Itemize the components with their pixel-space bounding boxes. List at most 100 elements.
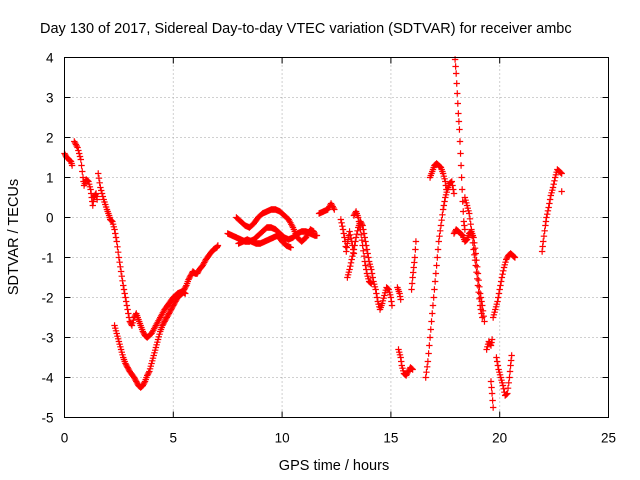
data-point: [363, 266, 370, 273]
data-point: [331, 206, 338, 213]
data-point: [77, 156, 85, 163]
data-point: [120, 286, 128, 293]
data-point: [544, 207, 552, 215]
data-point: [498, 274, 506, 281]
data-point: [505, 379, 512, 387]
data-point: [488, 390, 496, 397]
data-point: [356, 222, 363, 229]
data-point: [434, 254, 441, 261]
data-point: [358, 236, 366, 244]
data-point: [508, 352, 515, 359]
data-point: [108, 217, 115, 225]
data-point: [347, 234, 355, 242]
data-point: [408, 364, 415, 372]
data-point: [456, 126, 463, 133]
data-point: [121, 290, 128, 297]
data-point: [468, 226, 475, 233]
data-point: [141, 379, 148, 387]
data-point: [494, 298, 501, 305]
data-point: [68, 162, 76, 169]
data-point: [460, 208, 467, 215]
data-point: [456, 138, 464, 145]
data-point: [346, 228, 353, 235]
data-point: [540, 238, 547, 245]
data-point: [368, 280, 375, 287]
data-point: [544, 210, 551, 218]
data-point: [430, 294, 437, 301]
x-tick-label: 0: [61, 431, 69, 446]
y-tick-label: 2: [46, 131, 54, 146]
data-point: [506, 374, 513, 381]
data-point: [73, 142, 80, 150]
data-point: [339, 226, 347, 233]
data-point: [478, 310, 485, 317]
data-point: [499, 270, 506, 278]
data-point: [369, 274, 376, 281]
x-axis-label: GPS time / hours: [279, 458, 389, 474]
data-point: [543, 214, 550, 221]
data-point: [479, 314, 486, 321]
data-point: [474, 275, 481, 283]
data-point: [422, 374, 429, 381]
data-point: [439, 211, 446, 219]
data-point: [431, 278, 439, 285]
data-point: [433, 262, 440, 269]
data-point: [504, 390, 511, 397]
data-point: [472, 250, 479, 257]
data-point: [469, 239, 477, 247]
data-point: [493, 358, 501, 365]
data-point: [426, 342, 433, 349]
data-point: [355, 214, 362, 221]
axis-ticks: [64, 57, 609, 418]
data-point: [440, 202, 448, 209]
data-point: [352, 238, 359, 245]
data-point: [78, 162, 85, 169]
data-point: [360, 252, 368, 260]
data-point: [95, 170, 102, 177]
data-point: [558, 188, 565, 195]
data-point: [182, 283, 189, 291]
data-point: [330, 204, 337, 212]
data-point: [340, 230, 347, 237]
data-point: [119, 277, 126, 285]
plot-frame: [64, 57, 609, 418]
data-point: [458, 186, 466, 193]
data-point: [122, 294, 129, 301]
data-point: [449, 182, 456, 189]
data-point: [467, 220, 474, 228]
data-point: [557, 169, 565, 177]
data-point: [428, 318, 435, 325]
data-point: [429, 310, 436, 317]
data-point: [367, 279, 374, 287]
data-point: [439, 206, 447, 213]
x-tick-label: 15: [383, 431, 398, 446]
data-point: [125, 310, 132, 317]
data-point: [461, 226, 469, 233]
data-point: [313, 232, 321, 239]
data-point: [477, 306, 485, 313]
y-tick-label: -4: [41, 371, 53, 386]
data-point: [118, 272, 126, 280]
data-point: [500, 385, 507, 393]
data-point: [341, 234, 348, 241]
data-point: [408, 280, 416, 287]
data-point: [114, 243, 121, 251]
data-point: [338, 219, 345, 227]
data-point: [107, 216, 115, 224]
data-point: [337, 216, 345, 223]
data-point: [425, 350, 432, 357]
data-point: [411, 254, 419, 261]
data-point: [397, 296, 404, 303]
y-axis-label: SDTVAR / TECUs: [6, 179, 22, 295]
data-point: [481, 318, 488, 325]
data-point: [366, 278, 374, 286]
data-point: [506, 368, 514, 375]
data-point: [436, 232, 443, 240]
data-point: [79, 168, 86, 175]
data-point: [351, 242, 358, 249]
data-point: [488, 384, 495, 391]
data-point: [364, 250, 371, 257]
data-point: [124, 306, 131, 313]
data-point: [496, 286, 503, 293]
data-point: [344, 240, 351, 247]
